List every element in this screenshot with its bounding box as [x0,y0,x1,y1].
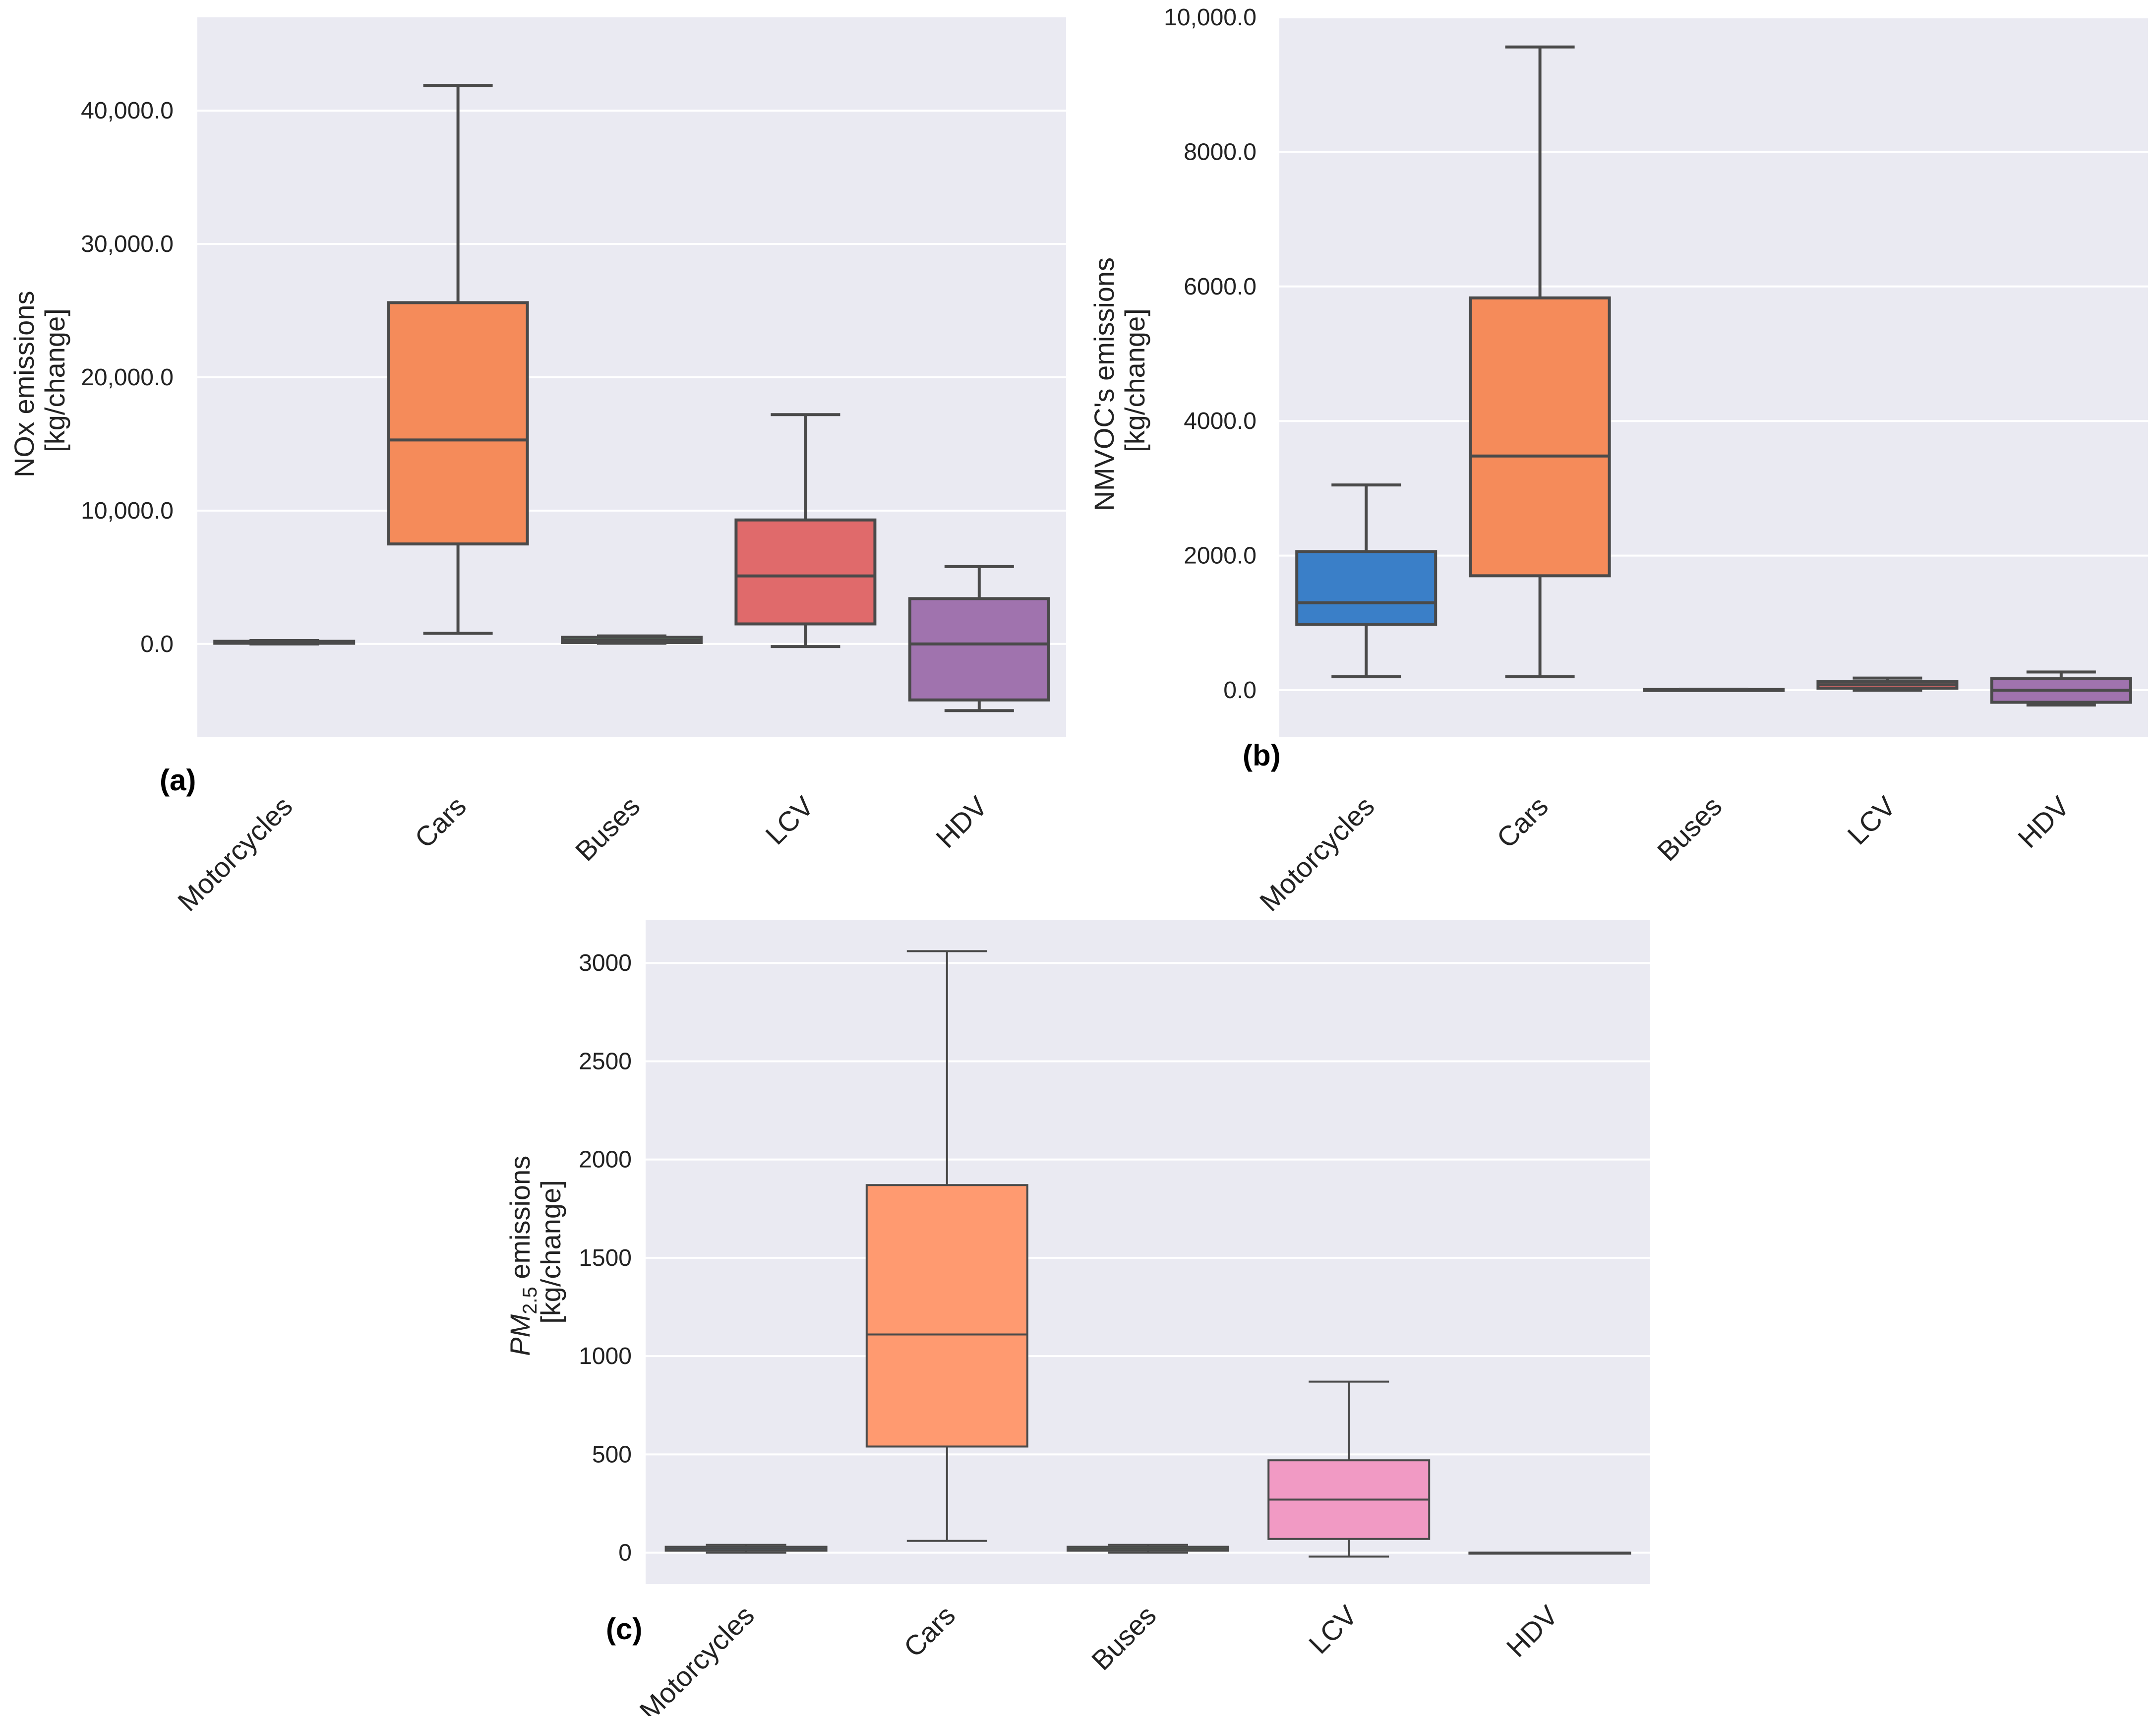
panel-c-pm25-chart: 0 500 1000 1500 2000 2500 3000 Motorcycles Cars… [504,920,1650,1716]
iqr-box [734,518,877,626]
panel-c-x-ticks: Motorcycles Cars Buses LCV HDV [633,1599,1564,1716]
panel-a-y-ticks: 0.0 10,000.0 20,000.0 30,000.0 40,000.0 [81,98,174,657]
x-tick-label-cars: Cars [898,1599,961,1663]
x-tick-label-motorcycles: Motorcycles [633,1599,760,1716]
panel-c-y-ticks: 0 500 1000 1500 2000 2500 3000 [579,950,632,1566]
y-tick-label: 6000.0 [1184,274,1257,300]
x-tick-label-cars: Cars [409,790,472,854]
y-tick-label: 30,000.0 [81,231,174,257]
panel-c-y-axis-label: PM2.5 emissions [kg/change] [504,1148,566,1356]
x-tick-label-buses: Buses [1085,1599,1162,1676]
panel-b-y-axis-label: NMVOC's emissions [kg/change] [1088,249,1150,511]
panel-c-y-axis-label-suffix: emissions [504,1156,536,1287]
box-cars [387,84,529,635]
panel-a-y-axis-label-line1: NOx emissions [8,291,40,478]
y-tick-label: 10,000.0 [81,498,174,524]
box-cars [1469,45,1611,678]
panel-b-nmvoc-chart: 0.0 2000.0 4000.0 6000.0 8000.0 10,000.0 Moto… [1088,4,2148,917]
box-motorcycles [1295,483,1437,678]
panel-c-y-axis-label-line1: PM2.5 emissions [504,1156,541,1356]
box-buses [1643,687,1785,692]
box-lcv [1267,1380,1431,1558]
y-tick-label: 10,000.0 [1164,4,1257,31]
iqr-box [1295,550,1437,626]
panel-b-plot-area [1279,17,2148,737]
panel-b-boxes [1295,45,2132,707]
x-tick-label-motorcycles: Motorcycles [172,790,299,917]
panel-b-y-ticks: 0.0 2000.0 4000.0 6000.0 8000.0 10,000.0 [1164,4,1257,704]
y-tick-label: 3000 [579,950,632,976]
x-tick-label-lcv: LCV [1841,790,1902,850]
box-lcv [1816,676,1959,692]
panel-c-boxes [664,950,1631,1558]
panel-a-y-axis-label: NOx emissions [kg/change] [8,283,70,477]
y-tick-label: 1500 [579,1245,632,1271]
box-hdv [1468,1551,1631,1555]
iqr-box [1469,296,1611,578]
y-tick-label: 0 [618,1540,632,1566]
panel-c-tag: (c) [606,1612,642,1646]
y-tick-label: 40,000.0 [81,98,174,124]
y-tick-label: 2000 [579,1147,632,1173]
y-tick-label: 0.0 [1223,677,1257,704]
y-tick-label: 4000.0 [1184,408,1257,434]
panel-b-x-ticks: Motorcycles Cars Buses LCV HDV [1254,790,2076,917]
x-tick-label-hdv: HDV [2012,790,2076,854]
box-hdv [1990,670,2132,707]
panel-c-y-axis-label-line2: [kg/change] [535,1180,566,1324]
iqr-box [387,301,529,546]
iqr-box [865,1184,1028,1448]
x-tick-label-cars: Cars [1491,790,1554,854]
box-buses [561,634,703,645]
y-tick-label: 500 [592,1441,632,1468]
box-lcv [734,413,877,649]
y-tick-label: 8000.0 [1184,139,1257,165]
panel-b-tag: (b) [1243,739,1281,772]
box-cars [865,950,1028,1542]
panel-a-y-axis-label-line2: [kg/change] [39,308,70,452]
panel-c-y-axis-label-pm: PM [504,1314,536,1356]
y-tick-label: 0.0 [140,631,174,657]
box-motorcycles [213,639,356,646]
panel-b-y-axis-label-line1: NMVOC's emissions [1088,257,1120,511]
x-tick-label-lcv: LCV [1303,1599,1363,1659]
panel-c-y-axis-label-subscript: 2.5 [519,1287,541,1314]
iqr-box [908,597,1050,702]
x-tick-label-motorcycles: Motorcycles [1254,790,1380,917]
box-motorcycles [664,1543,828,1554]
panel-a-x-ticks: Motorcycles Cars Buses LCV HDV [172,790,994,917]
box-hdv [908,565,1050,712]
x-tick-label-buses: Buses [569,790,646,867]
y-tick-label: 20,000.0 [81,364,174,391]
panel-a-boxes [213,84,1050,712]
panel-c-plot-area [646,920,1650,1584]
y-tick-label: 1000 [579,1343,632,1369]
x-tick-label-buses: Buses [1651,790,1728,867]
panel-b-y-axis-label-line2: [kg/change] [1119,308,1150,452]
y-tick-label: 2000.0 [1184,543,1257,569]
panel-a-tag: (a) [160,764,196,797]
x-tick-label-hdv: HDV [1500,1599,1564,1663]
x-tick-label-hdv: HDV [930,790,994,854]
x-tick-label-lcv: LCV [759,790,820,850]
y-tick-label: 2500 [579,1048,632,1074]
box-buses [1067,1543,1229,1554]
panel-a-nox-chart: 0.0 10,000.0 20,000.0 30,000.0 40,000.0 Moto… [8,17,1066,917]
